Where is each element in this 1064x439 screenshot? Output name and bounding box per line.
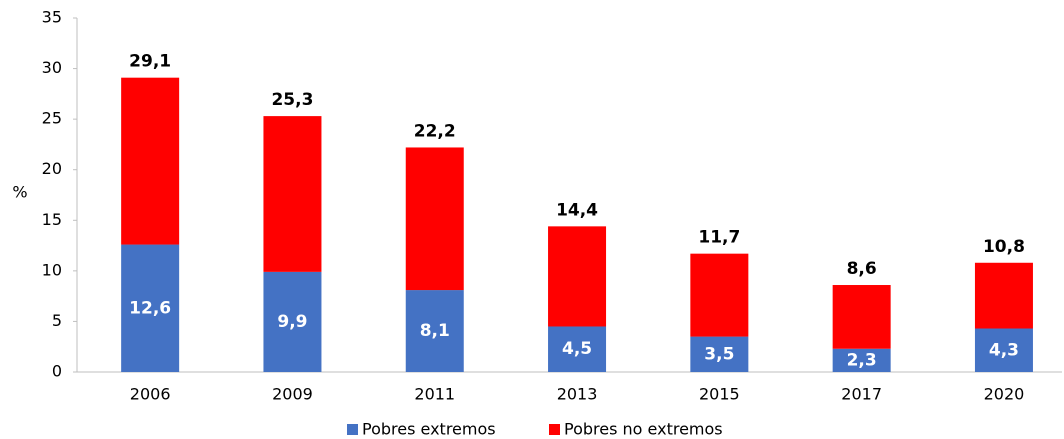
y-tick-label: 25: [42, 109, 62, 128]
y-tick-label: 20: [42, 159, 62, 178]
legend-label: Pobres extremos: [362, 420, 496, 439]
x-tick-label: 2015: [699, 385, 740, 404]
y-tick-label: 30: [42, 58, 62, 77]
y-tick-label: 0: [52, 362, 62, 381]
bar-segment: [121, 77, 180, 245]
total-label: 11,7: [698, 228, 740, 248]
legend-swatch: [549, 424, 560, 435]
bar-segment: [263, 116, 322, 272]
data-label: 2,3: [847, 350, 877, 370]
x-tick-label: 2006: [130, 385, 171, 404]
total-label: 10,8: [983, 237, 1025, 257]
data-label: 9,9: [277, 312, 307, 332]
legend-swatch: [347, 424, 358, 435]
y-tick-label: 15: [42, 210, 62, 229]
x-tick-label: 2020: [984, 385, 1025, 404]
total-label: 14,4: [556, 200, 598, 220]
bar-segment: [548, 326, 607, 372]
data-label: 3,5: [704, 344, 734, 364]
bar-segment: [974, 262, 1033, 329]
total-label: 8,6: [847, 259, 877, 279]
x-tick-label: 2009: [272, 385, 313, 404]
x-tick-label: 2013: [557, 385, 598, 404]
bar-segment: [832, 348, 891, 372]
y-tick-label: 5: [52, 311, 62, 330]
bar-segment: [405, 147, 464, 291]
total-label: 25,3: [271, 90, 313, 110]
total-label: 29,1: [129, 52, 171, 72]
data-label: 4,5: [562, 339, 592, 359]
bar-segment: [121, 244, 180, 372]
legend-label: Pobres no extremos: [564, 420, 723, 439]
data-label: 4,3: [989, 340, 1019, 360]
bar-segment: [405, 290, 464, 372]
data-label: 12,6: [129, 298, 171, 318]
x-tick-label: 2017: [841, 385, 882, 404]
bar-segment: [974, 328, 1033, 372]
data-label: 8,1: [420, 321, 450, 341]
bar-segment: [832, 285, 891, 349]
bar-segment: [690, 253, 749, 337]
y-axis-label: %: [12, 183, 27, 202]
total-label: 22,2: [414, 121, 456, 141]
bar-segment: [548, 226, 607, 327]
y-tick-label: 10: [42, 260, 62, 279]
y-tick-label: 35: [42, 8, 62, 27]
bar-segment: [263, 271, 322, 372]
x-tick-label: 2011: [414, 385, 455, 404]
bar-segment: [690, 336, 749, 372]
